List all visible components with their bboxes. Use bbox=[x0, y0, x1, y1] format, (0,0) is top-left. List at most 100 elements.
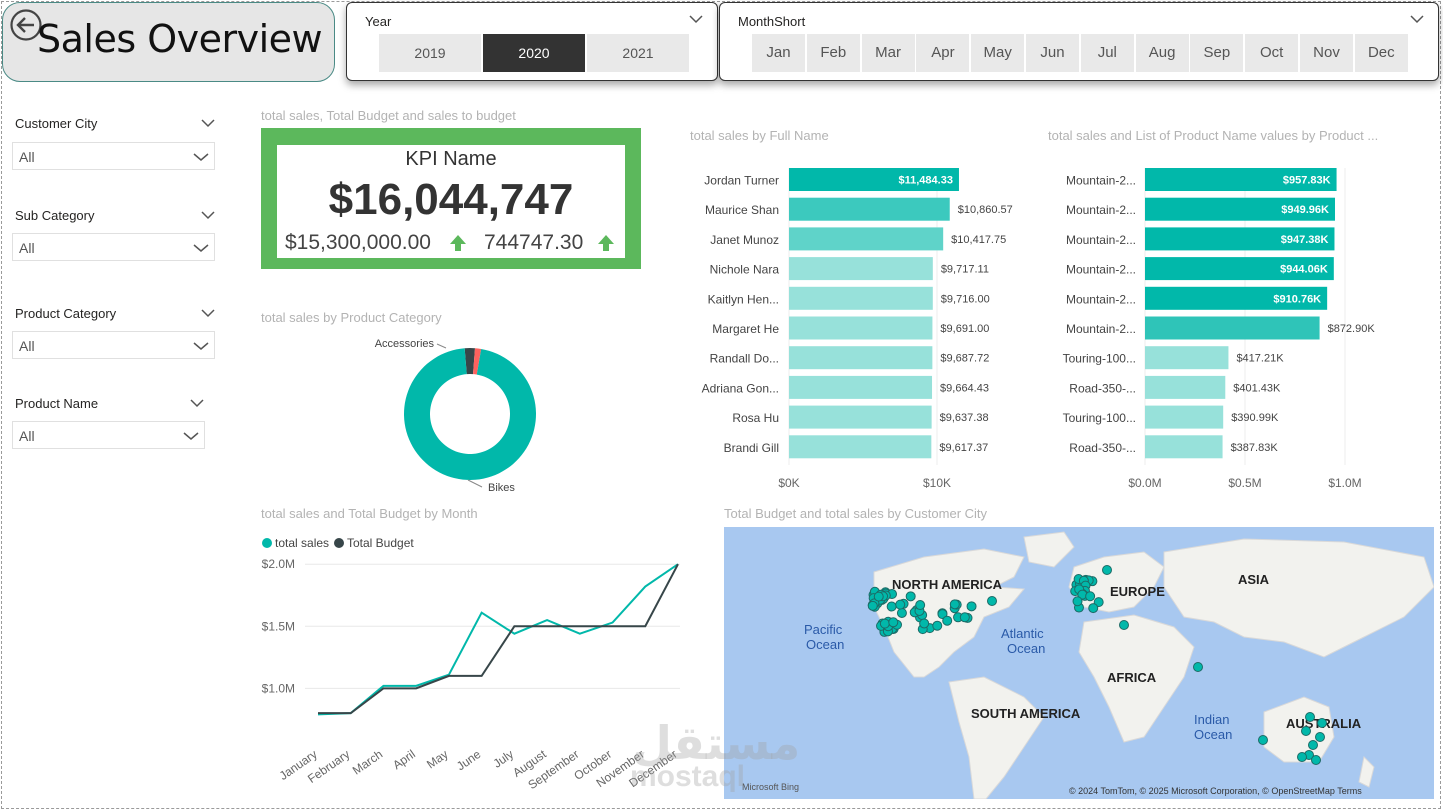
map-point[interactable] bbox=[1085, 591, 1096, 602]
map-point[interactable] bbox=[873, 591, 884, 602]
map-point[interactable] bbox=[949, 599, 960, 610]
map-point[interactable] bbox=[1308, 740, 1318, 750]
map-point[interactable] bbox=[1072, 596, 1083, 607]
bar[interactable] bbox=[1145, 257, 1334, 281]
bar[interactable] bbox=[789, 375, 933, 399]
map-label: EUROPE bbox=[1110, 584, 1165, 599]
series-line-total-sales[interactable] bbox=[317, 563, 679, 716]
data-label: $10,860.57 bbox=[958, 204, 1013, 216]
map-attribution[interactable]: © 2024 TomTom, © 2025 Microsoft Corporat… bbox=[1069, 786, 1362, 796]
month-tile-nov[interactable]: Nov bbox=[1300, 34, 1353, 72]
map-point[interactable] bbox=[1317, 718, 1327, 728]
y-tick-label: $1.0M bbox=[262, 681, 295, 695]
donut-slice-bikes[interactable] bbox=[404, 348, 536, 480]
bar[interactable] bbox=[1145, 286, 1328, 310]
map-point[interactable] bbox=[867, 600, 878, 611]
back-arrow-icon[interactable] bbox=[9, 8, 43, 42]
product-category-dropdown[interactable]: All bbox=[12, 331, 215, 359]
customer-city-dropdown[interactable]: All bbox=[12, 142, 215, 170]
map-point[interactable] bbox=[987, 596, 997, 606]
bar[interactable] bbox=[1145, 346, 1229, 370]
bar[interactable] bbox=[1145, 405, 1224, 429]
map-point[interactable] bbox=[886, 601, 897, 612]
bar[interactable] bbox=[1145, 375, 1226, 399]
bar[interactable] bbox=[789, 286, 933, 310]
month-tile-jul[interactable]: Jul bbox=[1080, 34, 1134, 72]
map-point[interactable] bbox=[1305, 712, 1315, 722]
data-label: $9,664.43 bbox=[940, 382, 989, 394]
map-point[interactable] bbox=[1297, 752, 1307, 762]
chevron-down-icon[interactable] bbox=[190, 398, 204, 408]
month-tile-dec[interactable]: Dec bbox=[1354, 34, 1408, 72]
chevron-down-icon bbox=[193, 244, 209, 252]
year-slicer: Year 2019 2020 2021 bbox=[346, 2, 718, 81]
kpi-name: KPI Name bbox=[405, 148, 497, 170]
chevron-down-icon[interactable] bbox=[1410, 14, 1424, 24]
bar[interactable] bbox=[789, 168, 959, 191]
year-tile-2021[interactable]: 2021 bbox=[587, 34, 689, 72]
data-label: $9,637.38 bbox=[940, 412, 989, 424]
month-tile-apr[interactable]: Apr bbox=[916, 34, 970, 72]
map-point[interactable] bbox=[879, 618, 890, 629]
map-land-north-america bbox=[873, 548, 1026, 678]
map-point[interactable] bbox=[895, 599, 906, 610]
x-tick-label: April bbox=[390, 747, 418, 772]
map-point[interactable] bbox=[1193, 662, 1203, 672]
bar[interactable] bbox=[1145, 168, 1337, 191]
donut-slice-other[interactable] bbox=[473, 348, 482, 375]
month-tile-jan[interactable]: Jan bbox=[752, 34, 805, 72]
map-point[interactable] bbox=[1102, 565, 1112, 575]
bar[interactable] bbox=[789, 316, 933, 340]
map-point[interactable] bbox=[896, 607, 907, 618]
month-tile-feb[interactable]: Feb bbox=[806, 34, 860, 72]
map-point[interactable] bbox=[905, 591, 916, 602]
map-point[interactable] bbox=[1258, 735, 1268, 745]
bar[interactable] bbox=[789, 197, 950, 221]
customer-city-map[interactable]: NORTH AMERICA EUROPE ASIA Pacific Ocean … bbox=[724, 527, 1434, 799]
map-point[interactable] bbox=[1301, 726, 1311, 736]
chevron-down-icon[interactable] bbox=[201, 210, 215, 220]
bar[interactable] bbox=[789, 257, 933, 281]
map-point[interactable] bbox=[1315, 732, 1325, 742]
month-tile-oct[interactable]: Oct bbox=[1245, 34, 1299, 72]
donut-chart-title: total sales by Product Category bbox=[261, 310, 442, 325]
map-point[interactable] bbox=[1311, 755, 1321, 765]
bar[interactable] bbox=[1145, 197, 1335, 221]
month-tile-sep[interactable]: Sep bbox=[1190, 34, 1244, 72]
bar[interactable] bbox=[789, 435, 932, 459]
year-tile-2020[interactable]: 2020 bbox=[483, 34, 585, 72]
map-point[interactable] bbox=[915, 600, 926, 611]
map-point[interactable] bbox=[888, 617, 899, 628]
series-line-total-budget[interactable] bbox=[318, 563, 679, 715]
data-label: $390.99K bbox=[1231, 412, 1279, 424]
legend-marker bbox=[262, 538, 272, 548]
month-tile-mar[interactable]: Mar bbox=[861, 34, 915, 72]
month-tile-may[interactable]: May bbox=[971, 34, 1025, 72]
chevron-down-icon[interactable] bbox=[689, 14, 703, 24]
product-name-dropdown[interactable]: All bbox=[12, 421, 205, 449]
bar[interactable] bbox=[789, 346, 933, 370]
map-point[interactable] bbox=[1088, 603, 1099, 614]
map-point[interactable] bbox=[1119, 620, 1129, 630]
bar[interactable] bbox=[1145, 316, 1320, 340]
year-tile-2019[interactable]: 2019 bbox=[379, 34, 481, 72]
bar[interactable] bbox=[1145, 227, 1335, 251]
bar[interactable] bbox=[789, 405, 932, 429]
category-label: Rosa Hu bbox=[732, 411, 779, 425]
bar[interactable] bbox=[789, 227, 944, 251]
map-point[interactable] bbox=[942, 615, 953, 626]
map-point[interactable] bbox=[966, 601, 977, 612]
month-tile-aug[interactable]: Aug bbox=[1135, 34, 1189, 72]
map-point[interactable] bbox=[959, 612, 970, 623]
data-label: $401.43K bbox=[1233, 382, 1281, 394]
donut-slice-accessories[interactable] bbox=[464, 348, 475, 375]
kpi-section-title: total sales, Total Budget and sales to b… bbox=[261, 108, 516, 123]
chevron-down-icon[interactable] bbox=[201, 118, 215, 128]
bar[interactable] bbox=[1145, 435, 1223, 459]
sub-category-dropdown[interactable]: All bbox=[12, 233, 215, 261]
map-point[interactable] bbox=[932, 620, 943, 631]
chevron-down-icon[interactable] bbox=[201, 308, 215, 318]
month-tile-jun[interactable]: Jun bbox=[1026, 34, 1079, 72]
map-point[interactable] bbox=[919, 618, 930, 629]
category-label: Mountain-2... bbox=[1066, 292, 1136, 306]
